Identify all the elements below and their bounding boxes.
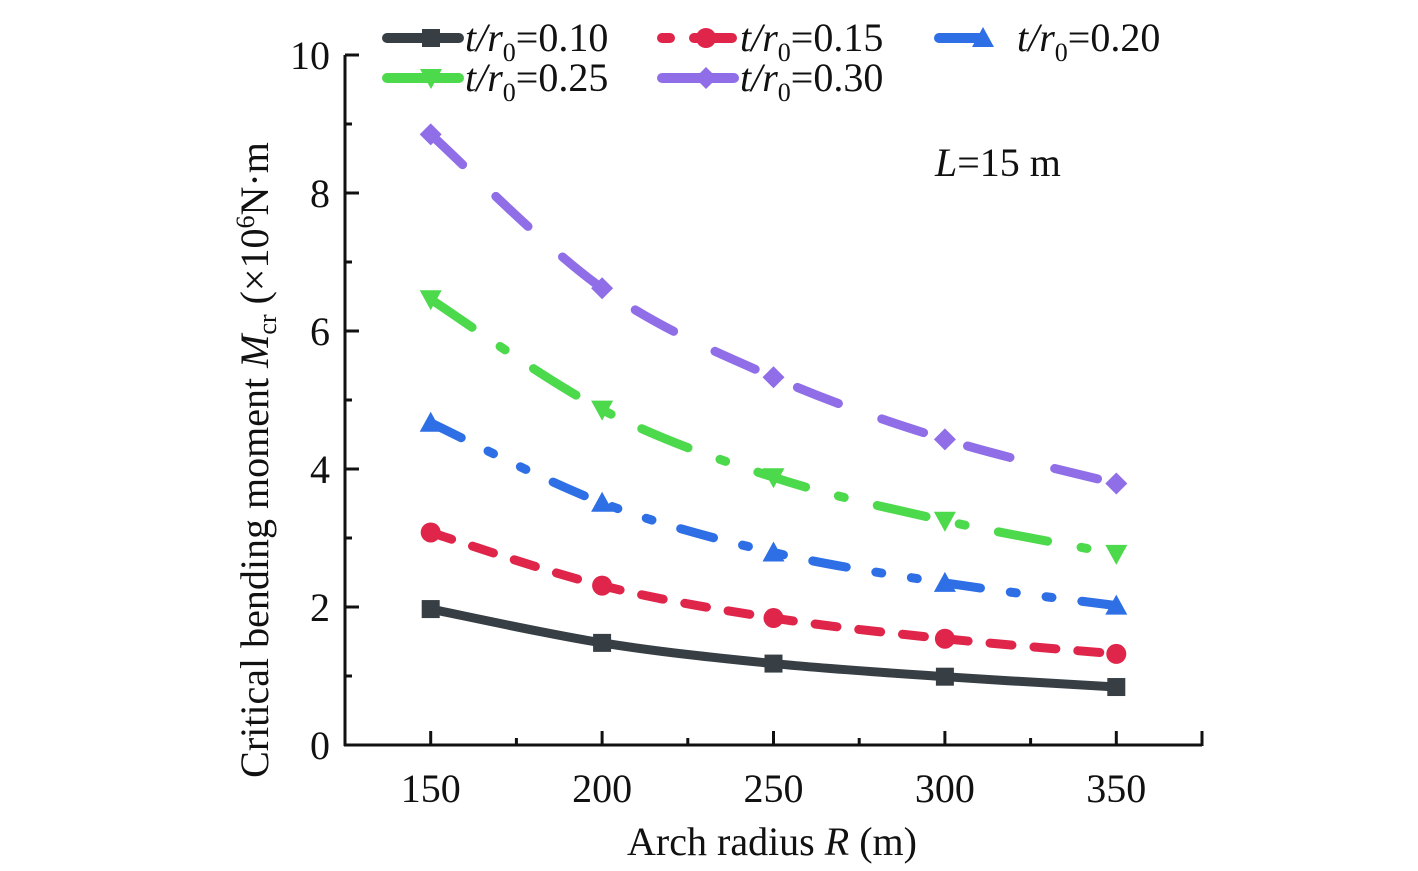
legend-label: t/r0=0.30 xyxy=(740,55,883,107)
y-axis-title-mid: (×10 xyxy=(232,228,277,314)
legend-marker xyxy=(696,28,716,48)
x-tick-label: 250 xyxy=(744,766,804,811)
y-axis-title-var: M xyxy=(232,332,277,369)
x-tick-label: 300 xyxy=(915,766,975,811)
legend-label-var: t/r xyxy=(465,15,503,60)
annotation-var: L xyxy=(934,140,957,185)
legend-label-value: =0.15 xyxy=(791,15,884,60)
legend-label-sub: 0 xyxy=(1055,38,1068,67)
data-point-marker xyxy=(420,522,441,543)
x-tick-label: 350 xyxy=(1086,766,1146,811)
y-tick-label: 4 xyxy=(310,447,330,492)
y-tick-label: 8 xyxy=(310,171,330,216)
legend-item: t/r0=0.10 xyxy=(382,15,608,67)
y-axis-title-sup: 6 xyxy=(231,215,260,228)
legend-label-sub: 0 xyxy=(503,78,516,107)
series-layer xyxy=(419,123,1128,697)
data-point-marker xyxy=(1105,472,1128,495)
data-point-marker xyxy=(421,600,440,619)
y-tick-label: 0 xyxy=(310,723,330,768)
data-point-marker xyxy=(762,541,785,562)
y-axis-title-sub: cr xyxy=(253,314,282,335)
series-square xyxy=(421,600,1126,697)
x-axis-title-post: (m) xyxy=(849,819,917,864)
data-point-marker xyxy=(933,428,956,451)
series-diamond xyxy=(419,123,1128,495)
data-point-marker xyxy=(419,123,442,146)
y-axis-title-post: N·m xyxy=(232,142,277,215)
data-point-marker xyxy=(762,366,785,389)
legend-label-var: t/r xyxy=(465,55,503,100)
legend-label-sub: 0 xyxy=(778,78,791,107)
x-tick-label: 200 xyxy=(572,766,632,811)
legend-marker xyxy=(695,67,717,89)
legend-label-value: =0.20 xyxy=(1068,15,1161,60)
data-point-marker xyxy=(1106,643,1127,664)
legend-label-value: =0.25 xyxy=(516,55,609,100)
y-tick-label: 10 xyxy=(290,33,330,78)
legend-marker xyxy=(972,27,994,47)
legend-label-var: t/r xyxy=(1017,15,1055,60)
data-point-marker xyxy=(591,277,614,300)
data-point-marker xyxy=(763,608,784,629)
series-line xyxy=(426,129,1121,488)
series-triangle-up xyxy=(419,411,1128,615)
legend-label: t/r0=0.25 xyxy=(465,55,608,107)
data-point-marker xyxy=(1105,594,1128,615)
legend-label-sub: 0 xyxy=(778,38,791,67)
legend-label-var: t/r xyxy=(740,15,778,60)
legend: t/r0=0.10 t/r0=0.15 t/r0=0.20t/r0=0.25 t/r0… xyxy=(382,15,1160,107)
annotation-span-length: L=15 m xyxy=(934,140,1061,185)
data-point-marker xyxy=(935,667,954,686)
y-axis-title-pre: Critical bending moment xyxy=(232,368,277,778)
data-point-marker xyxy=(593,633,612,652)
x-axis-title-pre: Arch radius xyxy=(627,819,825,864)
x-axis-title-var: R xyxy=(824,819,849,864)
legend-label: t/r0=0.20 xyxy=(1017,15,1160,67)
legend-label-value: =0.10 xyxy=(516,15,609,60)
legend-item: t/r0=0.15 xyxy=(657,15,883,67)
legend-label: t/r0=0.15 xyxy=(740,15,883,67)
x-axis-title: Arch radius R (m) xyxy=(627,819,917,864)
data-point-marker xyxy=(1107,678,1126,697)
data-point-marker xyxy=(592,575,613,596)
y-tick-label: 2 xyxy=(310,585,330,630)
data-point-marker xyxy=(419,411,442,432)
legend-label-value: =0.30 xyxy=(791,55,884,100)
legend-marker xyxy=(422,29,440,47)
annotation-text: =15 m xyxy=(957,140,1061,185)
legend-item: t/r0=0.30 xyxy=(657,55,883,107)
data-point-marker xyxy=(762,468,785,489)
data-point-marker xyxy=(933,571,956,592)
ticks: 150 200 250 300 350 0 2 4 6 8 10 xyxy=(290,33,1146,811)
series-circle xyxy=(420,522,1127,664)
x-tick-label: 150 xyxy=(401,766,461,811)
data-point-marker xyxy=(419,290,442,311)
axes xyxy=(343,55,1204,747)
data-point-marker xyxy=(934,628,955,649)
data-point-marker xyxy=(764,654,783,673)
data-point-marker xyxy=(591,491,614,512)
legend-label-sub: 0 xyxy=(503,38,516,67)
legend-item: t/r0=0.20 xyxy=(934,15,1160,67)
data-point-marker xyxy=(933,511,956,532)
data-point-marker xyxy=(591,400,614,421)
series-triangle-down xyxy=(419,290,1128,565)
y-axis-title: Critical bending moment Mcr (×106N·m xyxy=(231,142,282,778)
series-line xyxy=(426,418,1121,611)
legend-marker xyxy=(420,69,442,89)
legend-label: t/r0=0.10 xyxy=(465,15,608,67)
series-line xyxy=(426,294,1121,559)
y-tick-label: 6 xyxy=(310,309,330,354)
data-point-marker xyxy=(1105,544,1128,565)
legend-label-var: t/r xyxy=(740,55,778,100)
legend-item: t/r0=0.25 xyxy=(382,55,608,107)
